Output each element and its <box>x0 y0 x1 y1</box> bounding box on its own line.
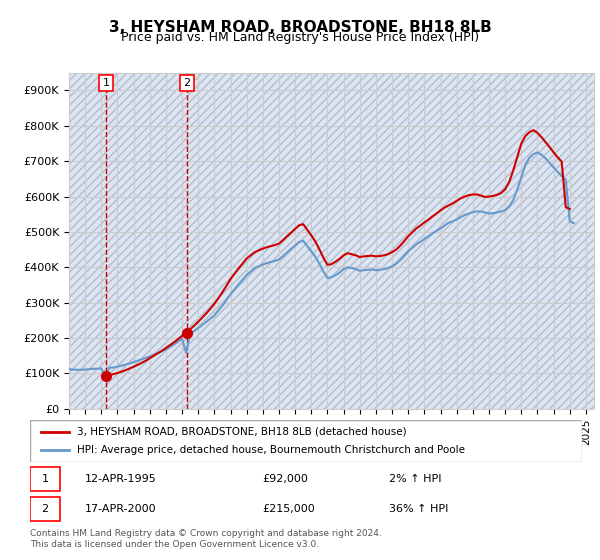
Text: 2% ↑ HPI: 2% ↑ HPI <box>389 474 442 484</box>
FancyBboxPatch shape <box>30 466 61 491</box>
FancyBboxPatch shape <box>30 497 61 521</box>
Text: £215,000: £215,000 <box>262 504 314 514</box>
Text: Contains HM Land Registry data © Crown copyright and database right 2024.
This d: Contains HM Land Registry data © Crown c… <box>30 529 382 549</box>
Text: 2: 2 <box>183 78 190 88</box>
Text: 2: 2 <box>41 504 49 514</box>
Text: £92,000: £92,000 <box>262 474 308 484</box>
Text: 3, HEYSHAM ROAD, BROADSTONE, BH18 8LB (detached house): 3, HEYSHAM ROAD, BROADSTONE, BH18 8LB (d… <box>77 427 407 437</box>
Text: 3, HEYSHAM ROAD, BROADSTONE, BH18 8LB: 3, HEYSHAM ROAD, BROADSTONE, BH18 8LB <box>109 20 491 35</box>
Text: 1: 1 <box>103 78 109 88</box>
Text: 17-APR-2000: 17-APR-2000 <box>85 504 157 514</box>
Text: 36% ↑ HPI: 36% ↑ HPI <box>389 504 448 514</box>
Text: 12-APR-1995: 12-APR-1995 <box>85 474 157 484</box>
Text: Price paid vs. HM Land Registry's House Price Index (HPI): Price paid vs. HM Land Registry's House … <box>121 31 479 44</box>
Text: 1: 1 <box>41 474 49 484</box>
FancyBboxPatch shape <box>30 420 582 462</box>
Text: HPI: Average price, detached house, Bournemouth Christchurch and Poole: HPI: Average price, detached house, Bour… <box>77 445 465 455</box>
